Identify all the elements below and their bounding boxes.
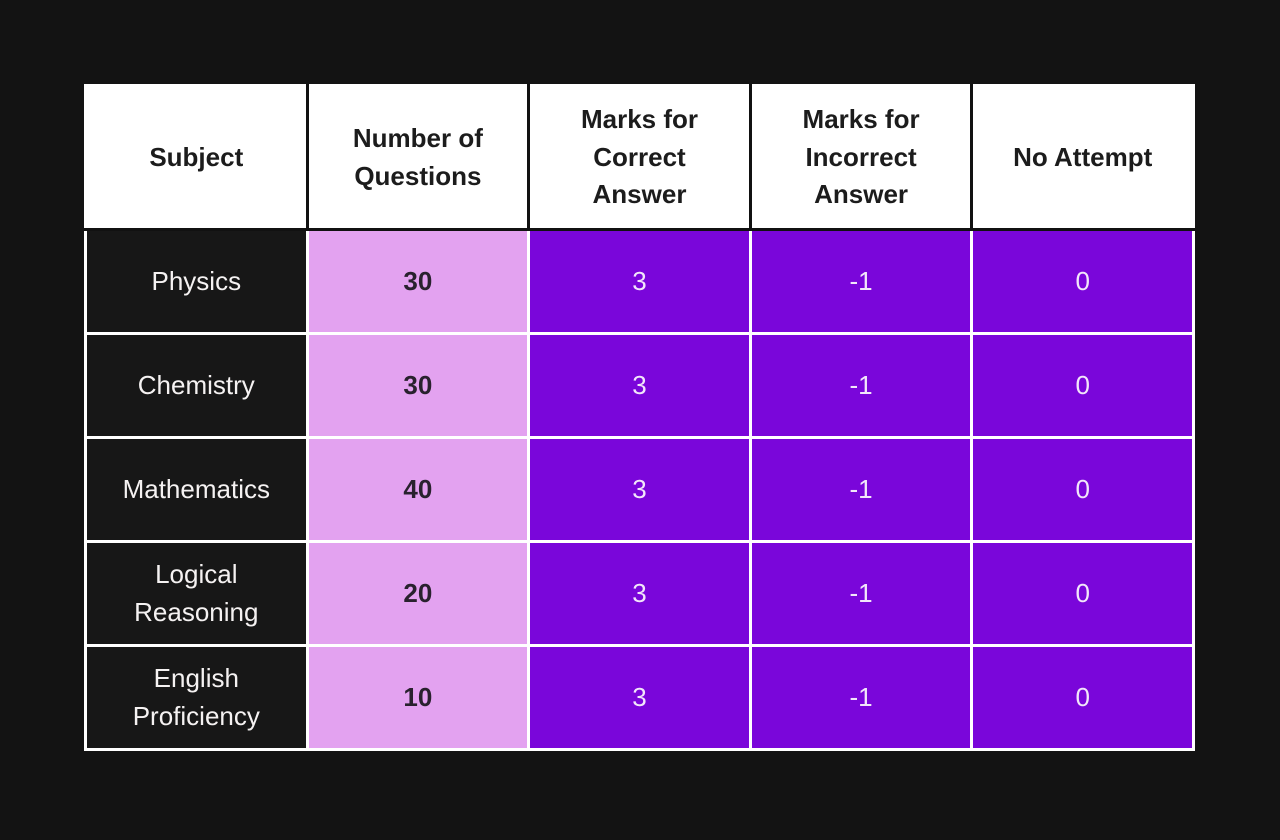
cell-correct: 3 <box>527 644 752 751</box>
column-header-subject: Subject <box>84 84 309 231</box>
cell-questions: 30 <box>305 228 531 335</box>
column-header-marks-correct: Marks for Correct Answer <box>527 84 752 231</box>
cell-correct: 3 <box>527 436 752 543</box>
cell-no-attempt: 0 <box>970 228 1195 335</box>
table-row: Chemistry 30 3 -1 0 <box>84 332 1195 439</box>
table-row: Mathematics 40 3 -1 0 <box>84 436 1195 543</box>
table-body: Physics 30 3 -1 0 Chemistry 30 3 -1 0 Ma… <box>84 228 1195 751</box>
cell-correct: 3 <box>527 540 752 647</box>
exam-pattern-table: Subject Number of Questions Marks for Co… <box>84 84 1195 751</box>
cell-correct: 3 <box>527 228 752 335</box>
column-header-marks-incorrect: Marks for Incorrect Answer <box>748 84 974 231</box>
cell-incorrect: -1 <box>748 228 974 335</box>
cell-no-attempt: 0 <box>970 540 1195 647</box>
cell-no-attempt: 0 <box>970 436 1195 543</box>
cell-subject: English Proficiency <box>84 644 309 751</box>
cell-questions: 10 <box>305 644 531 751</box>
header-row: Subject Number of Questions Marks for Co… <box>84 84 1195 231</box>
cell-questions: 30 <box>305 332 531 439</box>
cell-no-attempt: 0 <box>970 332 1195 439</box>
cell-correct: 3 <box>527 332 752 439</box>
cell-incorrect: -1 <box>748 332 974 439</box>
column-header-questions: Number of Questions <box>305 84 531 231</box>
table-header: Subject Number of Questions Marks for Co… <box>84 84 1195 231</box>
table-row: Physics 30 3 -1 0 <box>84 228 1195 335</box>
cell-subject: Chemistry <box>84 332 309 439</box>
cell-questions: 40 <box>305 436 531 543</box>
table-row: Logical Reasoning 20 3 -1 0 <box>84 540 1195 647</box>
column-header-no-attempt: No Attempt <box>970 84 1195 231</box>
cell-incorrect: -1 <box>748 644 974 751</box>
cell-no-attempt: 0 <box>970 644 1195 751</box>
cell-subject: Mathematics <box>84 436 309 543</box>
table-row: English Proficiency 10 3 -1 0 <box>84 644 1195 751</box>
cell-incorrect: -1 <box>748 540 974 647</box>
cell-subject: Physics <box>84 228 309 335</box>
cell-questions: 20 <box>305 540 531 647</box>
cell-subject: Logical Reasoning <box>84 540 309 647</box>
cell-incorrect: -1 <box>748 436 974 543</box>
